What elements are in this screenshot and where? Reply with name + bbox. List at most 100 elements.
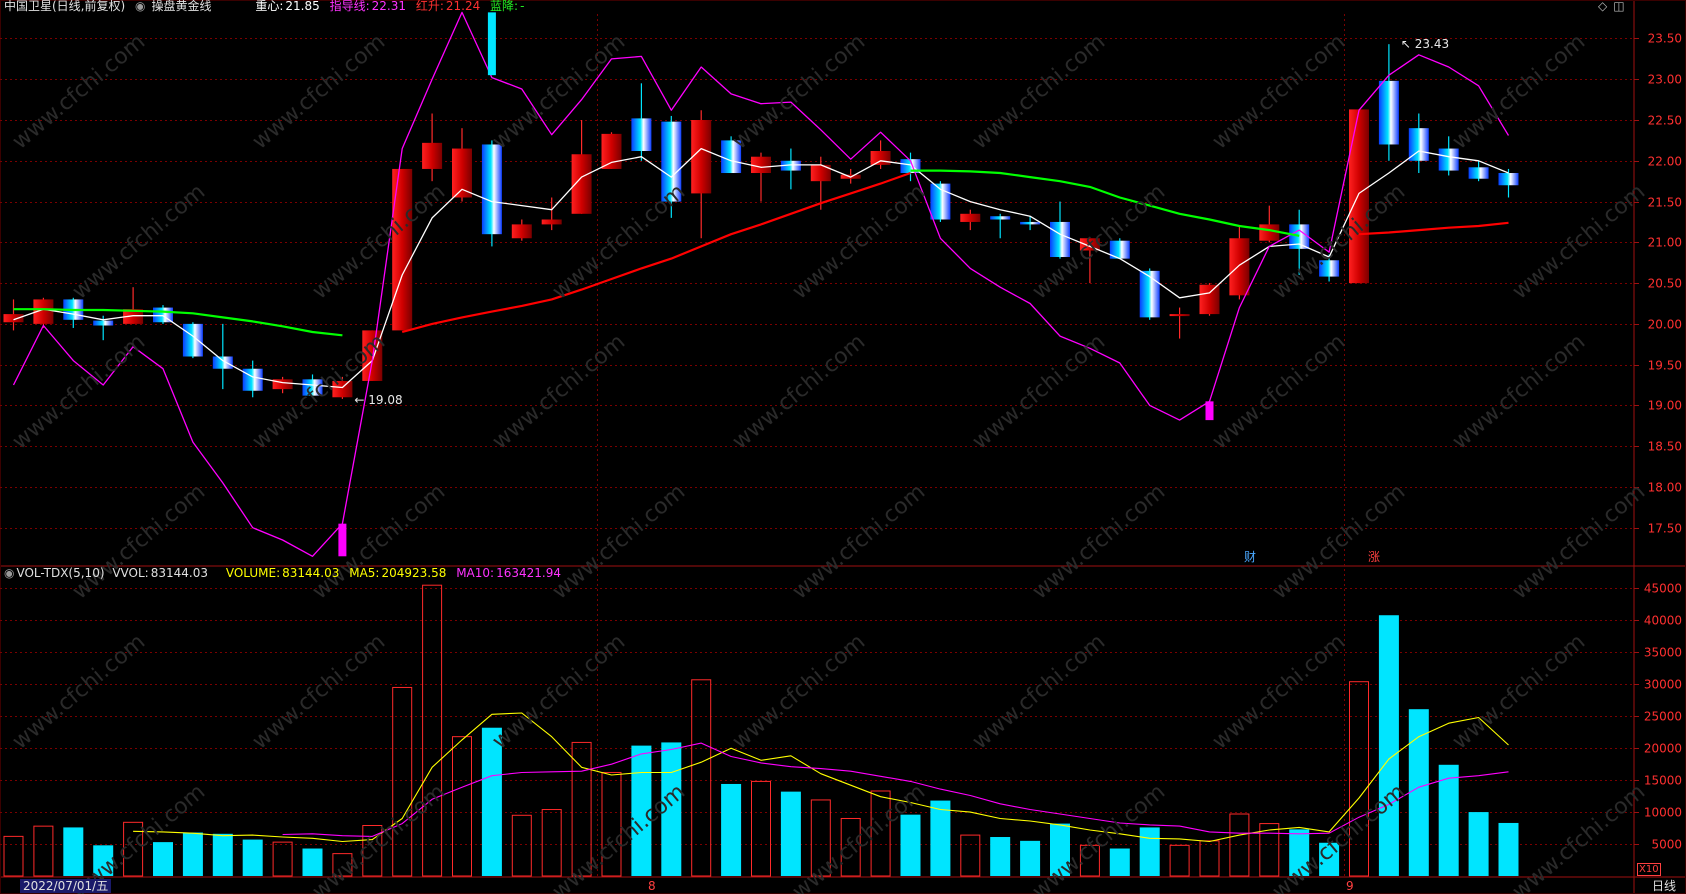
watermark: www.cfchi.com [488,329,630,454]
candle-up [571,154,592,214]
candle-down [1438,148,1459,171]
candle-up [541,219,562,225]
month-8-label: 8 [648,879,656,893]
price-tick-label: 23.50 [1648,32,1682,46]
price-tick-label: 23.00 [1648,73,1682,87]
volume-bar-down [1408,709,1429,876]
watermark: www.cfchi.com [728,329,870,454]
main-chart-header: 中国卫星(日线,前复权) ◉ 操盘黄金线 重心: 21.85 指导线: 22.31 红… [4,0,530,13]
zhidao-line [12,11,1510,557]
price-tick-label: 21.00 [1648,236,1682,250]
volume-tick-label: 20000 [1644,742,1682,756]
candle-down [1468,167,1489,179]
candle-up [1229,238,1250,296]
volume-bar-down [302,848,323,876]
hongsheng-label: 红升: [415,0,444,13]
period-label[interactable]: 日线 [1652,879,1677,893]
volume-bar-down [631,745,652,876]
volume-bar-down [900,814,921,876]
volume-bar-up [870,790,891,877]
candle-up [123,309,144,324]
diamond-icon[interactable]: ◇ [1598,0,1608,13]
signal-marker [487,12,496,76]
zhang-marker[interactable]: 涨 [1368,550,1381,564]
candle-down [1020,221,1041,225]
volume-bar-up [272,841,293,877]
candle-up [870,151,891,165]
volume-tick-label: 35000 [1644,646,1682,660]
watermark: www.cfchi.com [788,479,930,604]
volume-bar-down [1050,823,1070,876]
ma10-label: MA10: [456,566,495,580]
volume-bar-up [1349,681,1369,877]
zhidao-value: 22.31 [371,0,406,13]
candle-down [242,368,263,391]
volume-bar-up [3,835,24,877]
candle-down [1378,80,1399,145]
volume-toggle-icon[interactable]: ◉ [4,566,15,580]
volume-bar-down [721,783,742,876]
volume-bar-up [452,736,472,877]
cai-marker[interactable]: 财 [1244,550,1257,564]
volume-tick-label: 10000 [1644,806,1682,820]
watermark: www.cfchi.com [488,629,630,754]
candle-up [960,213,981,222]
volume-value: 83144.03 [282,566,340,580]
candle-down [1139,270,1160,318]
watermark: www.cfchi.com [1028,479,1170,604]
price-tick-label: 20.50 [1648,277,1682,291]
volume-bar-down [1319,842,1340,876]
volume-bar-up [1169,844,1190,877]
price-tick-label: 17.50 [1648,522,1682,536]
volume-bar-down [1438,764,1459,876]
zhongxin-line [13,147,1509,389]
volume-bar-down [1468,812,1489,876]
price-tick-label: 22.00 [1648,155,1682,169]
volume-bar-down [182,832,203,876]
watermark: www.cfchi.com [1208,629,1350,754]
volume-bar-up [960,834,981,877]
watermark: www.cfchi.com [8,629,150,754]
volume-bar-down [1498,822,1519,876]
lanjiang-line [13,308,343,337]
high-price-annotation: ↖ 23.43 [1401,37,1449,51]
volume-bar-up [1199,840,1220,877]
watermark: www.cfchi.com [8,29,150,154]
watermark: www.cfchi.com [1448,29,1590,154]
candle-down [182,323,203,357]
candle-down [1289,224,1310,249]
price-tick-label: 18.00 [1648,481,1682,495]
watermark: www.cfchi.com [548,479,690,604]
watermark: www.cfchi.com [788,179,930,304]
vol-indicator-name[interactable]: VOL-TDX(5,10) [16,566,105,580]
candle-up [751,156,771,174]
candle-up [392,168,413,331]
volume-bar-down [1109,848,1130,876]
indicator-name[interactable]: 操盘黄金线 [151,0,212,13]
candle-up [332,380,353,398]
watermark: www.cfchi.com [1448,629,1590,754]
candle-up [3,314,24,323]
low-price-annotation: ← 19.08 [354,393,402,407]
volume-bar-up [571,741,592,877]
lanjiang-label: 蓝降: [490,0,519,13]
signal-marker [1205,401,1214,421]
candle-down [93,320,114,326]
panel-icon[interactable]: ◫ [1613,0,1625,13]
lanjiang-value: - [520,0,525,13]
volume-bar-up [392,686,413,877]
volume-bar-up [840,817,861,877]
watermark: www.cfchi.com [728,629,870,754]
volume-bar-up [511,814,532,877]
volume-tick-label: 5000 [1651,838,1682,852]
volume-tick-label: 30000 [1644,678,1682,692]
candle-down [302,379,323,396]
watermark: www.cfchi.com [308,479,450,604]
indicator-toggle-icon[interactable]: ◉ [135,0,146,13]
candle-down [990,216,1011,220]
volume-bar-down [990,837,1011,876]
vvol-label: VVOL: [112,566,149,580]
x10-label: X10 [1637,863,1661,876]
volume-ma10-line [282,742,1509,837]
